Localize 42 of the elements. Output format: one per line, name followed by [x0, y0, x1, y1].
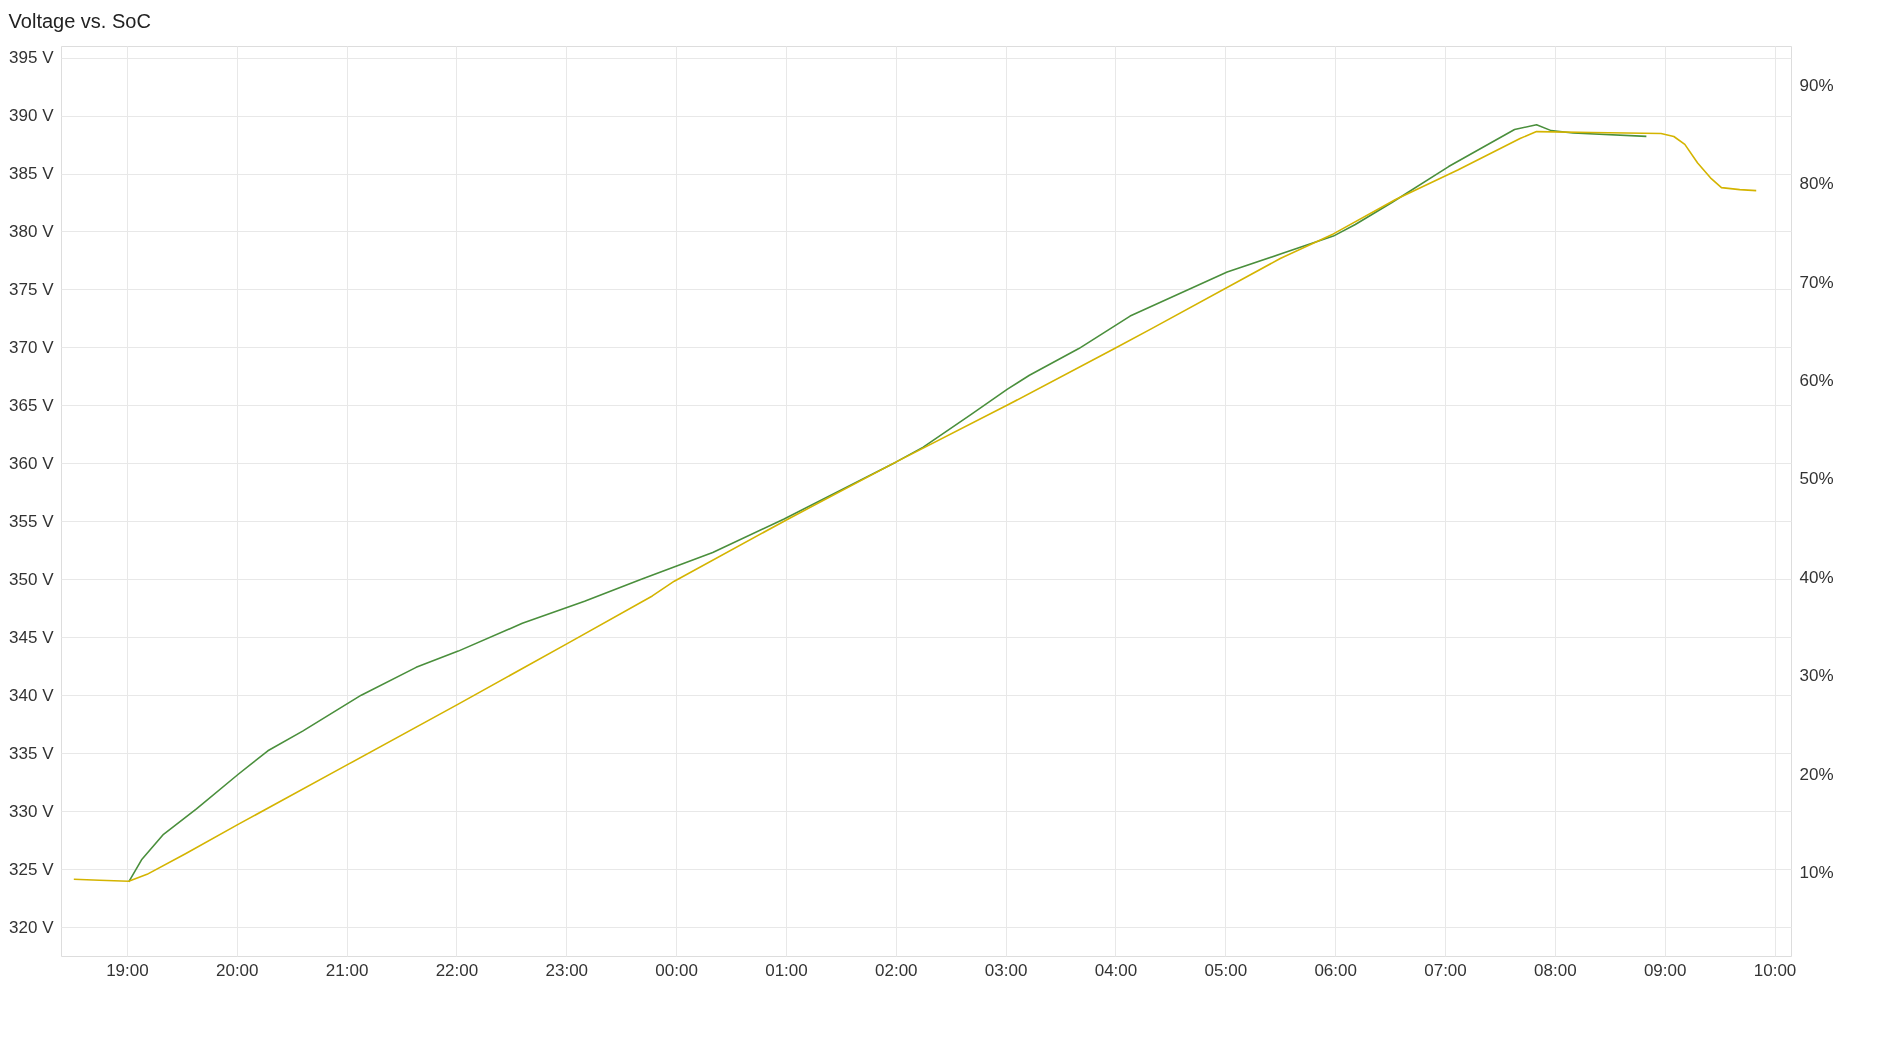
y-tick-label: 390 V [9, 106, 55, 126]
x-tick-label: 19:00 [106, 960, 149, 980]
x-tick-label: 23:00 [545, 960, 589, 980]
chart-title: Voltage vs. SoC [8, 10, 151, 32]
x-tick-label: 09:00 [1643, 960, 1687, 980]
y2-tick-label: 80% [1799, 174, 1834, 194]
x-tick-label: 05:00 [1204, 960, 1248, 980]
x-tick-label: 22:00 [435, 960, 479, 980]
x-tick-label: 03:00 [984, 960, 1028, 980]
y2-tick-label: 60% [1799, 370, 1834, 390]
y-tick-label: 360 V [9, 453, 55, 473]
y-tick-label: 395 V [9, 48, 55, 68]
y2-tick-label: 50% [1799, 469, 1834, 489]
x-tick-label: 01:00 [765, 960, 808, 980]
y2-tick-label: 90% [1799, 75, 1834, 95]
y2-tick-label: 10% [1799, 862, 1834, 882]
y-tick-label: 375 V [9, 279, 55, 299]
y-tick-label: 385 V [9, 164, 55, 184]
x-tick-label: 10:00 [1753, 960, 1797, 980]
x-tick-label: 07:00 [1424, 960, 1467, 980]
y-tick-label: 370 V [9, 337, 55, 357]
y-tick-label: 380 V [9, 221, 55, 241]
y-tick-label: 320 V [9, 917, 55, 937]
y-tick-label: 365 V [9, 395, 55, 415]
y-tick-label: 330 V [9, 801, 55, 821]
y-tick-label: 355 V [9, 511, 55, 531]
x-tick-label: 08:00 [1534, 960, 1577, 980]
y-tick-label: 345 V [9, 627, 55, 647]
y-tick-label: 340 V [9, 685, 55, 705]
x-tick-label: 00:00 [655, 960, 698, 980]
x-tick-label: 06:00 [1314, 960, 1357, 980]
y2-tick-label: 20% [1799, 764, 1834, 784]
x-tick-label: 20:00 [215, 960, 259, 980]
y-tick-label: 335 V [9, 743, 55, 763]
x-tick-label: 21:00 [325, 960, 369, 980]
y-tick-label: 325 V [9, 859, 55, 879]
x-tick-label: 04:00 [1094, 960, 1138, 980]
y-tick-label: 350 V [9, 569, 55, 589]
y2-tick-label: 40% [1799, 567, 1834, 587]
x-tick-label: 02:00 [875, 960, 918, 980]
y2-tick-label: 30% [1799, 666, 1834, 686]
y2-tick-label: 70% [1799, 272, 1834, 292]
